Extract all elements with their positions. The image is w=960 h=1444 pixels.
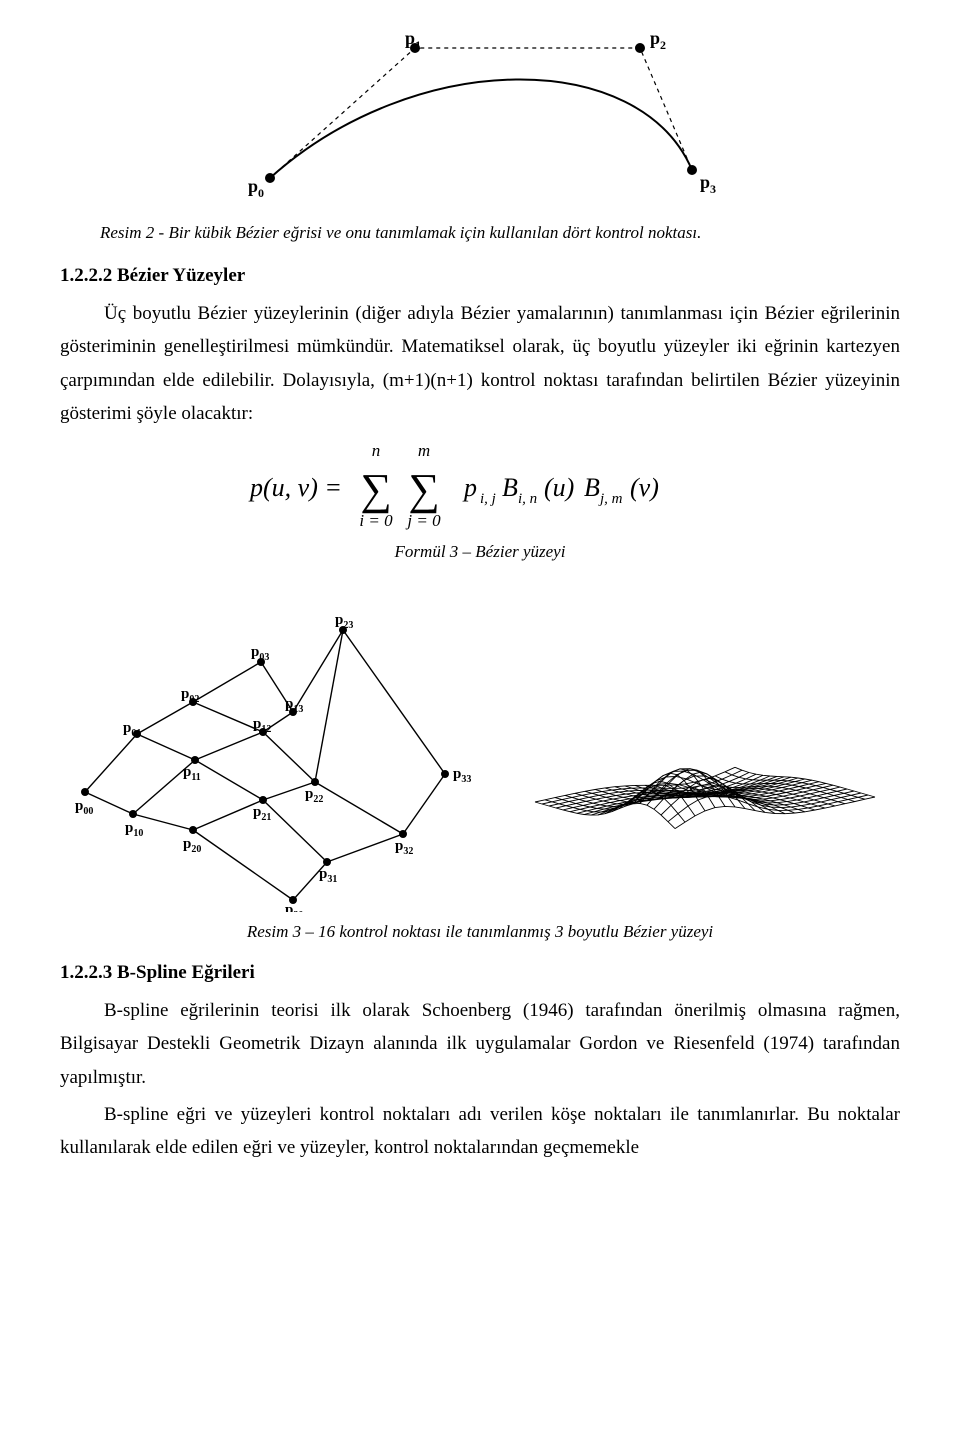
svg-text:p33: p33: [453, 766, 471, 785]
bezier-surface-figure-row: p00p10p20p30p01p11p21p31p02p12p22p32p03p…: [60, 582, 900, 912]
heading-bspline: 1.2.2.3 B-Spline Eğrileri: [60, 962, 900, 984]
svg-text:m: m: [418, 441, 430, 460]
svg-text:p2: p2: [650, 30, 666, 52]
control-net-svg: p00p10p20p30p01p11p21p31p02p12p22p32p03p…: [75, 582, 505, 912]
svg-text:p10: p10: [125, 820, 143, 839]
formula-svg: p(u, v) = n∑i = 0m∑j = 0pi, jBi, n(u)Bj,…: [220, 438, 740, 533]
figure1-caption: Resim 2 - Bir kübik Bézier eğrisi ve onu…: [60, 223, 900, 243]
svg-text:(u): (u): [544, 473, 574, 502]
svg-text:(v): (v): [630, 473, 659, 502]
svg-text:i = 0: i = 0: [359, 511, 393, 530]
svg-text:p31: p31: [319, 866, 337, 885]
svg-text:p03: p03: [251, 644, 269, 663]
svg-text:j = 0: j = 0: [405, 511, 441, 530]
para-bspline-1: B-spline eğrilerinin teorisi ilk olarak …: [60, 994, 900, 1094]
bezier-curve-figure: p0p1p2p3: [60, 30, 900, 205]
bezier-curve-svg: p0p1p2p3: [220, 30, 740, 200]
svg-text:B: B: [502, 473, 518, 502]
svg-text:p11: p11: [183, 764, 201, 783]
svg-text:p02: p02: [181, 686, 199, 705]
heading-bezier-surfaces: 1.2.2.2 Bézier Yüzeyler: [60, 265, 900, 287]
para-bspline-2: B-spline eğri ve yüzeyleri kontrol nokta…: [60, 1098, 900, 1165]
svg-text:p23: p23: [335, 612, 353, 631]
svg-text:i, n: i, n: [518, 491, 537, 507]
svg-text:p0: p0: [248, 176, 264, 200]
svg-text:j, m: j, m: [598, 491, 623, 507]
svg-text:p12: p12: [253, 716, 271, 735]
svg-text:p21: p21: [253, 804, 271, 823]
figure2-caption: Resim 3 – 16 kontrol noktası ile tanımla…: [60, 922, 900, 942]
svg-text:p20: p20: [183, 836, 201, 855]
formula1-caption: Formül 3 – Bézier yüzeyi: [60, 542, 900, 562]
formula-bezier-surface: p(u, v) = n∑i = 0m∑j = 0pi, jBi, n(u)Bj,…: [60, 438, 900, 538]
svg-text:∑: ∑: [360, 465, 391, 514]
para-bezier-surfaces: Üç boyutlu Bézier yüzeylerinin (diğer ad…: [60, 297, 900, 430]
svg-text:i, j: i, j: [480, 491, 496, 507]
svg-text:p00: p00: [75, 798, 93, 817]
svg-text:p3: p3: [700, 172, 716, 196]
svg-text:∑: ∑: [408, 465, 439, 514]
svg-text:p(u, v) =: p(u, v) =: [248, 473, 342, 502]
svg-text:p32: p32: [395, 838, 413, 857]
svg-text:n: n: [372, 441, 381, 460]
surface-mesh-svg: [525, 637, 885, 857]
svg-text:p01: p01: [123, 720, 141, 739]
svg-text:p: p: [462, 473, 477, 502]
svg-text:B: B: [584, 473, 600, 502]
svg-text:p22: p22: [305, 786, 323, 805]
